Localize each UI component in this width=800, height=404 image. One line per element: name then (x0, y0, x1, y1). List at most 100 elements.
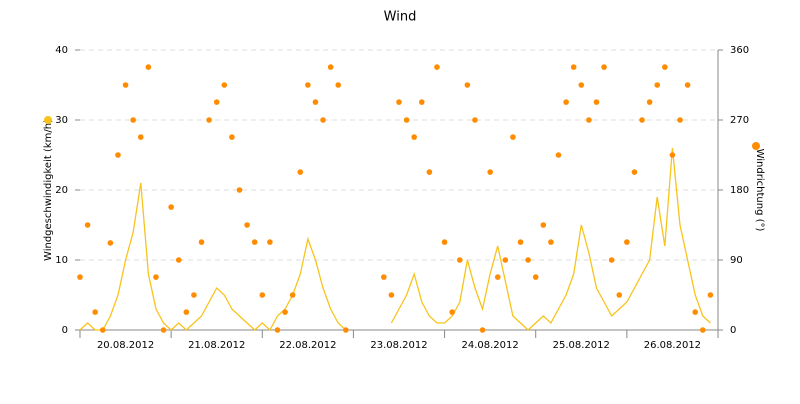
direction-point (198, 239, 205, 245)
chart-title: Wind (384, 10, 417, 25)
direction-point (274, 327, 281, 333)
direction-point (510, 134, 516, 140)
direction-point (449, 309, 455, 315)
direction-point (624, 239, 630, 245)
direction-point (494, 274, 501, 280)
direction-point (593, 99, 600, 105)
direction-point (654, 82, 661, 88)
direction-point (555, 152, 562, 158)
legend-marker (44, 116, 52, 124)
y-tick-label: 20 (55, 185, 68, 196)
y-tick-label: 40 (55, 45, 68, 56)
direction-point (130, 117, 136, 123)
direction-point (639, 117, 645, 123)
direction-point (464, 82, 471, 88)
direction-point (388, 292, 395, 298)
y2-tick-label: 180 (730, 185, 749, 196)
y2-axis-title: Windrichtung (°) (754, 149, 765, 232)
direction-point (320, 117, 326, 123)
direction-point (616, 292, 623, 298)
direction-point (107, 240, 114, 246)
legend-marker (752, 142, 760, 150)
direction-point (251, 239, 258, 245)
direction-point (396, 99, 402, 105)
x-tick-label: 25.08.2012 (553, 340, 610, 351)
direction-point (418, 99, 425, 105)
direction-point (160, 327, 167, 333)
direction-point (92, 309, 98, 315)
x-tick-label: 23.08.2012 (370, 340, 427, 351)
direction-point (472, 117, 478, 123)
direction-point (677, 117, 683, 123)
direction-point (692, 309, 699, 315)
direction-point (631, 169, 638, 175)
direction-point (700, 327, 706, 333)
y-tick-label: 10 (55, 255, 68, 266)
direction-point (662, 64, 668, 70)
direction-point (479, 327, 486, 333)
x-tick-label: 22.08.2012 (279, 340, 336, 351)
direction-point (707, 292, 714, 298)
x-tick-label: 26.08.2012 (644, 340, 701, 351)
direction-point (175, 257, 182, 263)
direction-point (525, 257, 531, 263)
direction-point (586, 117, 592, 123)
direction-point (403, 117, 410, 123)
direction-point (669, 152, 676, 158)
direction-point (77, 274, 83, 280)
direction-point (578, 82, 585, 88)
direction-point (236, 187, 243, 193)
direction-point (441, 239, 448, 245)
direction-point (548, 239, 554, 245)
direction-point (145, 64, 152, 70)
direction-point (259, 292, 266, 298)
direction-point (434, 64, 440, 70)
y2-tick-label: 90 (730, 255, 743, 266)
speed-line (79, 147, 711, 332)
direction-point (168, 204, 174, 210)
direction-point (99, 327, 106, 333)
direction-point (684, 82, 691, 88)
direction-point (115, 152, 121, 158)
direction-point (426, 169, 433, 175)
direction-point (608, 257, 615, 263)
direction-point (282, 309, 288, 315)
direction-point (532, 274, 539, 280)
direction-point (312, 99, 319, 105)
direction-point (229, 134, 235, 140)
direction-point (502, 257, 509, 263)
direction-point (191, 292, 197, 298)
direction-point (244, 222, 250, 228)
direction-point (327, 64, 334, 70)
direction-point (646, 99, 653, 105)
direction-point (213, 99, 220, 105)
y-tick-label: 0 (62, 325, 68, 336)
direction-point (601, 64, 607, 70)
direction-point (335, 82, 342, 88)
direction-point (297, 169, 304, 175)
x-tick-label: 20.08.2012 (97, 340, 154, 351)
direction-point (289, 292, 296, 298)
y-tick-label: 30 (55, 115, 68, 126)
direction-point (206, 117, 212, 123)
y2-tick-label: 360 (730, 45, 749, 56)
direction-point (221, 82, 228, 88)
direction-point (540, 222, 547, 228)
direction-point (153, 274, 159, 280)
direction-point (411, 134, 417, 140)
y-axis-title: Windgeschwindigkeit (km/h) (43, 119, 54, 261)
direction-point (137, 134, 144, 140)
direction-point (381, 274, 387, 280)
direction-point (517, 239, 524, 245)
direction-point (267, 239, 273, 245)
direction-point (183, 309, 190, 315)
x-tick-label: 21.08.2012 (188, 340, 245, 351)
direction-point (343, 327, 349, 333)
direction-point (563, 99, 569, 105)
direction-point (305, 82, 311, 88)
direction-point (122, 82, 129, 88)
direction-point (570, 64, 577, 70)
y2-tick-label: 270 (730, 115, 749, 126)
direction-point (487, 169, 493, 175)
direction-point (84, 222, 91, 228)
